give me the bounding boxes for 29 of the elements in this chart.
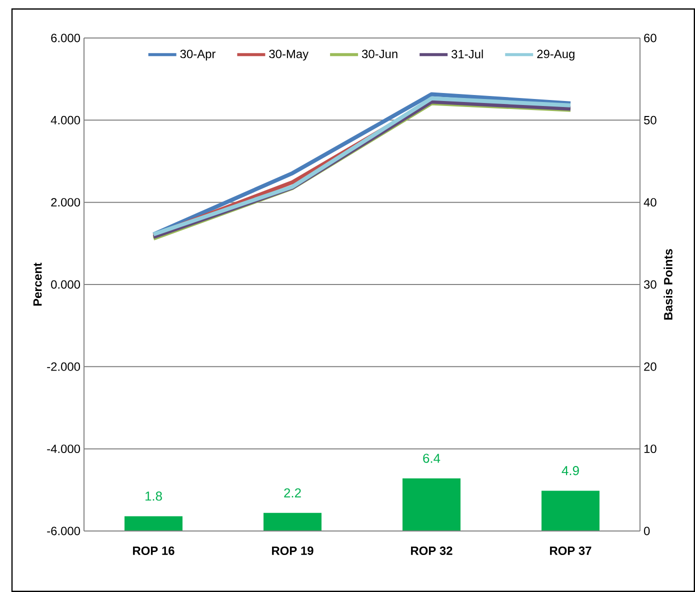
legend-label: 29-Aug xyxy=(537,50,574,61)
y-tick-label: 4.000 xyxy=(50,116,80,124)
legend-label: 30-Apr xyxy=(180,50,216,61)
y2-tick-label: 40 xyxy=(644,198,656,207)
y-tick-label: -6.000 xyxy=(47,526,80,536)
x-tick-label: ROP 19 xyxy=(272,546,314,555)
y2-tick-label: 60 xyxy=(644,34,656,42)
x-tick-label: ROP 37 xyxy=(550,546,592,555)
y-tick-label: -4.000 xyxy=(47,444,80,454)
y-tick-label: 2.000 xyxy=(51,198,80,207)
data-label: 6.4 xyxy=(423,454,440,463)
y-axis-title: Percent xyxy=(33,262,42,306)
x-tick-label: ROP 32 xyxy=(411,546,452,555)
legend-label: 30-Jun xyxy=(362,50,398,58)
y2-tick-label: 50 xyxy=(644,116,656,124)
data-label: 1.8 xyxy=(145,492,162,501)
y-tick-label: 6.000 xyxy=(51,34,80,42)
legend-label: 31-Jul xyxy=(452,50,483,58)
y2-tick-label: 30 xyxy=(644,280,656,289)
y2-axis-title: Basis Points xyxy=(664,249,672,320)
y2-tick-label: 0 xyxy=(644,526,650,536)
x-tick-label: ROP 16 xyxy=(133,546,174,555)
legend-label: 30-May xyxy=(269,50,309,61)
data-label: 4.9 xyxy=(562,466,579,476)
y-tick-label: -2.000 xyxy=(47,362,80,371)
data-label: 2.2 xyxy=(284,488,301,498)
y2-tick-label: 20 xyxy=(644,362,656,371)
y-tick-label: 0.000 xyxy=(51,280,80,289)
y2-tick-label: 10 xyxy=(644,444,656,454)
